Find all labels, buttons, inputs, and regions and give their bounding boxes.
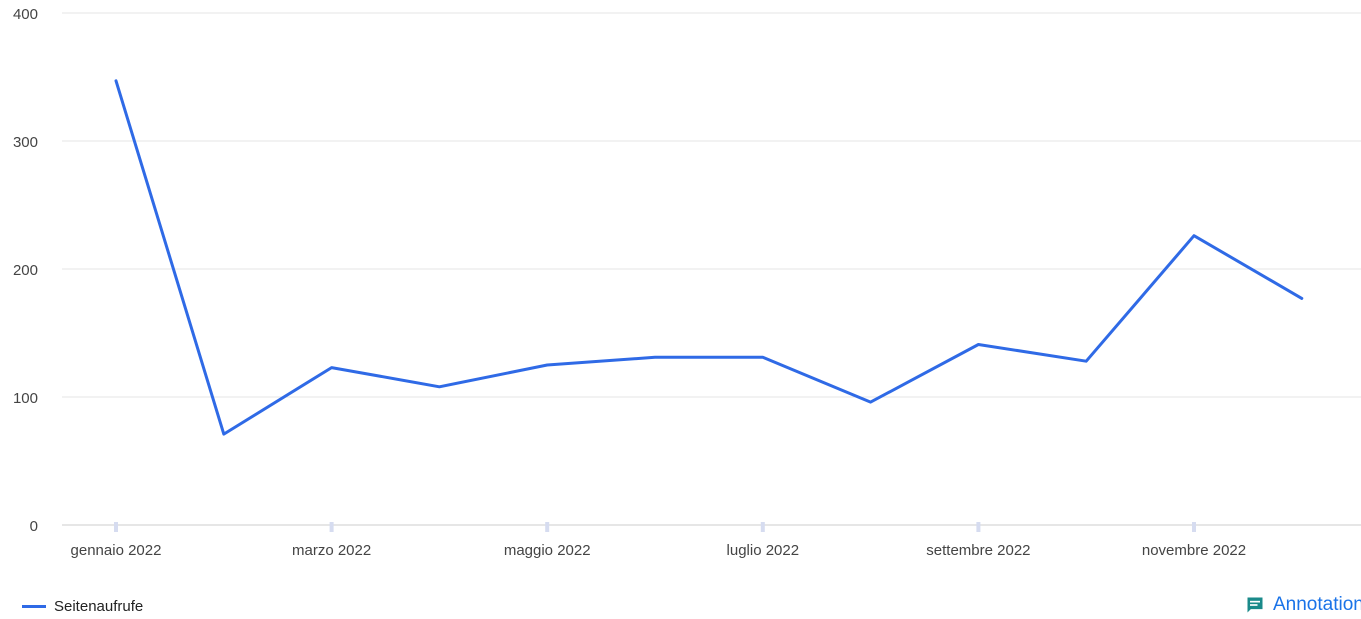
legend-swatch — [22, 605, 46, 608]
annotations-label: Annotations — [1273, 594, 1361, 615]
x-tick-label: settembre 2022 — [926, 542, 1030, 559]
y-tick-label-300: 300 — [13, 134, 38, 151]
y-axis: 0 100 200 300 400 — [13, 6, 38, 535]
y-tick-label-400: 400 — [13, 6, 38, 23]
legend-label: Seitenaufrufe — [54, 598, 144, 615]
x-tick-mark — [1192, 522, 1196, 532]
y-tick-label-100: 100 — [13, 390, 38, 407]
series-line-0 — [114, 79, 1304, 436]
legend[interactable]: Seitenaufrufe — [22, 598, 143, 615]
x-tick-mark — [329, 522, 334, 532]
x-tick-label: luglio 2022 — [727, 542, 800, 559]
series-layer — [114, 79, 1304, 436]
y-tick-label-200: 200 — [13, 262, 38, 279]
x-tick-mark — [760, 522, 765, 532]
annotations-button[interactable]: Annotations — [1245, 592, 1361, 618]
y-tick-label-0: 0 — [30, 518, 38, 535]
x-tick-mark — [545, 522, 550, 532]
x-tick-mark — [114, 522, 118, 532]
x-tick-label: marzo 2022 — [292, 542, 371, 559]
line-chart: 0 100 200 300 400 gennaio 2022 marzo 2022 magg… — [13, 6, 1361, 559]
x-tick-mark — [976, 522, 981, 532]
x-axis: gennaio 2022 marzo 2022 maggio 2022 luglio … — [71, 522, 1246, 559]
gridlines — [62, 12, 1361, 526]
comment-icon — [1247, 597, 1263, 613]
x-tick-label: novembre 2022 — [1142, 542, 1246, 559]
x-tick-label: maggio 2022 — [504, 542, 591, 559]
x-tick-label: gennaio 2022 — [71, 542, 162, 559]
